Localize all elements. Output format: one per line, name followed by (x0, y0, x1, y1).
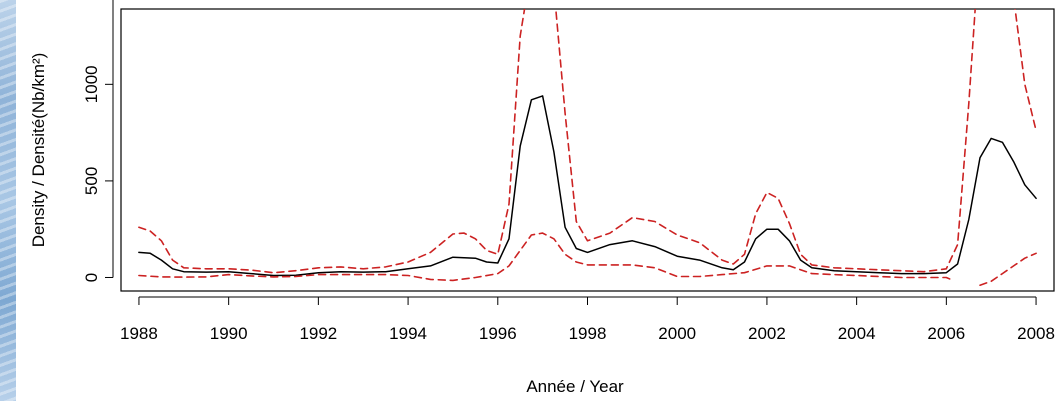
y-axis-title: Density / Densité(Nb/km²) (29, 53, 48, 248)
series-line-lower (138, 232, 952, 282)
series-line-estimate (138, 95, 1037, 277)
plot-frame (120, 8, 1055, 292)
x-tick-label: 2008 (1017, 324, 1055, 343)
x-tick-label: 1994 (389, 324, 427, 343)
x-axis: 1988 1990 1992 1994 1996 1998 2000 2002 2004 2006… (120, 296, 1055, 343)
x-axis-title: Année / Year (526, 377, 624, 396)
x-tick-label: 1996 (479, 324, 517, 343)
y-axis: 0 500 1000 (82, 0, 114, 282)
x-tick-label: 1992 (299, 324, 337, 343)
x-tick-label: 2006 (927, 324, 965, 343)
x-tick-label: 1988 (120, 324, 158, 343)
x-tick-label: 2000 (658, 324, 696, 343)
series-layer (138, 9, 1037, 286)
series-line-upper (138, 9, 1037, 274)
x-tick-label: 2002 (748, 324, 786, 343)
y-tick-label: 0 (82, 273, 101, 282)
y-tick-label: 500 (82, 167, 101, 195)
y-tick-label: 1000 (82, 65, 101, 103)
x-tick-label: 2004 (838, 324, 876, 343)
x-tick-label: 1998 (569, 324, 607, 343)
decorative-left-strip (0, 0, 16, 401)
x-tick-label: 1990 (210, 324, 248, 343)
series-line-lower-late (979, 252, 1037, 286)
